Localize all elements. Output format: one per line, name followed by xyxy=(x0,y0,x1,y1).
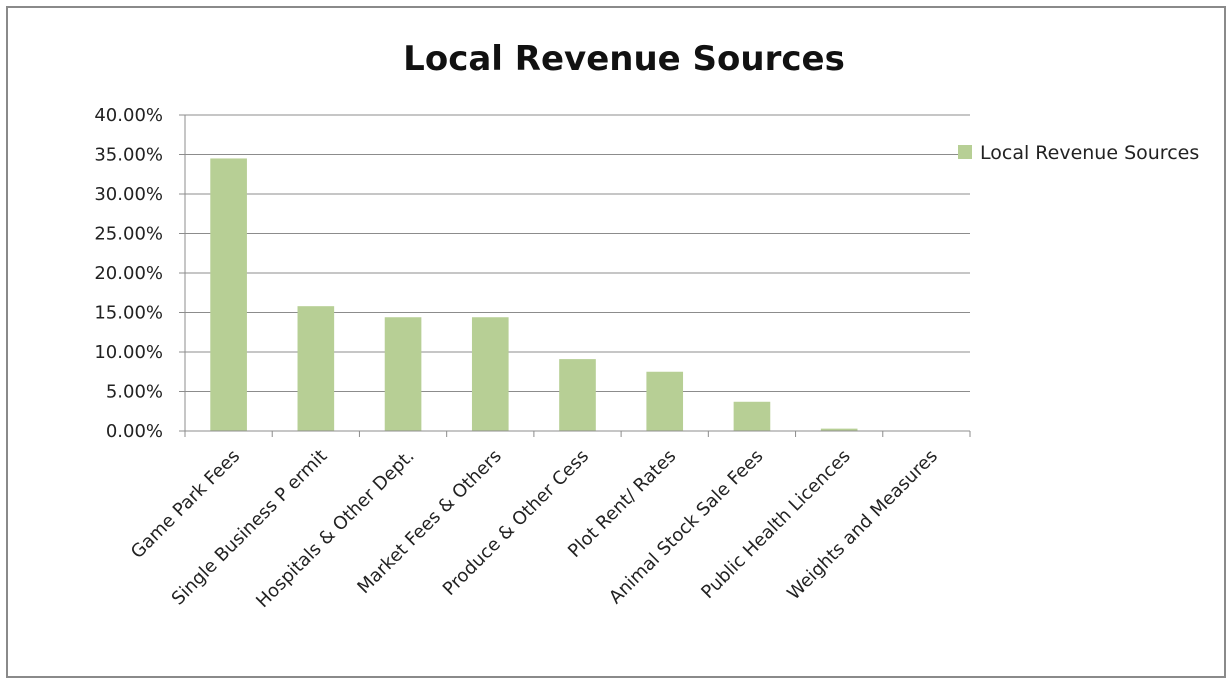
category-label: Produce & Other Cess xyxy=(439,446,593,600)
bars xyxy=(210,158,858,431)
bar xyxy=(471,317,509,431)
y-axis-ticks: 0.00% 5.00% 10.00% 15.00% 20.00% 25.00% 30.00%… xyxy=(94,105,163,442)
axes xyxy=(184,115,971,437)
y-tick-label: 5.00% xyxy=(106,382,163,403)
chart-title: Local Revenue Sources xyxy=(403,39,845,79)
bar xyxy=(384,317,422,431)
y-tick-label: 35.00% xyxy=(94,145,163,166)
y-tick-label: 40.00% xyxy=(94,105,163,126)
bar xyxy=(733,401,771,431)
legend-label: Local Revenue Sources xyxy=(980,142,1199,164)
category-label: Hospitals & Other Dept. xyxy=(252,446,418,612)
y-tick-label: 10.00% xyxy=(94,342,163,363)
bar xyxy=(210,158,247,431)
category-label: Market Fees & Others xyxy=(353,446,505,598)
y-tick-label: 20.00% xyxy=(94,263,163,284)
bar xyxy=(559,359,596,431)
bar xyxy=(820,428,858,431)
category-label: Public Health Licences xyxy=(697,446,854,603)
y-tick-label: 15.00% xyxy=(94,303,163,324)
bar xyxy=(297,306,335,431)
bar xyxy=(646,371,684,431)
category-label: Weights and Measures xyxy=(783,446,942,605)
y-tick-label: 30.00% xyxy=(94,184,163,205)
legend-swatch xyxy=(958,145,972,159)
y-tick-label: 0.00% xyxy=(106,421,163,442)
legend: Local Revenue Sources xyxy=(958,142,1199,164)
category-label: Animal Stock Sale Fees xyxy=(605,446,767,608)
category-label: Single Business P ermit xyxy=(168,446,332,610)
chart-frame xyxy=(6,6,1226,678)
y-tick-label: 25.00% xyxy=(94,224,163,245)
